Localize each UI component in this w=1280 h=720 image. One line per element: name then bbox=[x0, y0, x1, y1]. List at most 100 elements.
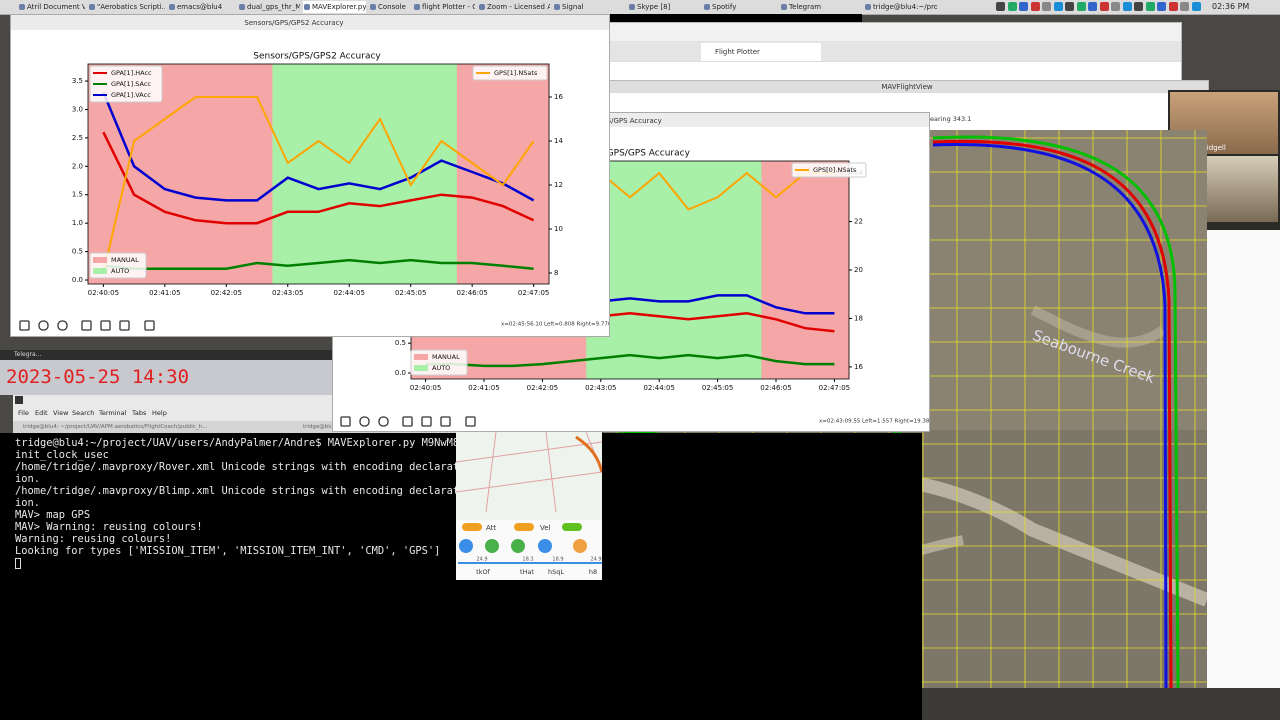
widget-number: 24.9 bbox=[476, 557, 487, 563]
toggle[interactable] bbox=[514, 523, 534, 531]
mode-band bbox=[732, 161, 762, 379]
terminal-line: tridge@blu4:~/project/UAV/users/AndyPalm… bbox=[15, 437, 472, 449]
tray-icon[interactable] bbox=[1145, 2, 1155, 11]
toolbar-button[interactable] bbox=[38, 320, 49, 331]
taskbar-tab[interactable]: Atril Document Vi... bbox=[18, 1, 85, 13]
x-tick-label: 02:44:05 bbox=[643, 384, 674, 392]
legend-label: MANUAL bbox=[111, 256, 139, 264]
toolbar-button[interactable] bbox=[359, 416, 370, 427]
tab-text: emacs@blu4 bbox=[177, 3, 223, 11]
legend-label: GPA[1].HAcc bbox=[111, 69, 152, 77]
taskbar-tab[interactable]: "Aerobatics Scripti... bbox=[88, 1, 165, 13]
toolbar-button[interactable] bbox=[440, 416, 451, 427]
button[interactable] bbox=[511, 539, 525, 553]
tray-icon[interactable] bbox=[1099, 2, 1109, 11]
toolbar-button[interactable] bbox=[100, 320, 111, 331]
y2-tick-label: 14 bbox=[554, 137, 563, 145]
taskbar-tab[interactable]: MAVExplorer.py bbox=[303, 1, 366, 13]
terminal-tab[interactable]: tridge@blu4: ~/project/UAV/APM.aerobatic… bbox=[23, 424, 208, 430]
tray-icon[interactable] bbox=[1191, 2, 1201, 11]
mode-band bbox=[210, 64, 243, 284]
menu-item[interactable]: Terminal bbox=[99, 409, 127, 417]
tray-icon[interactable] bbox=[1019, 2, 1028, 11]
tray-icon[interactable] bbox=[1065, 2, 1074, 11]
tray-icon[interactable] bbox=[1122, 2, 1132, 11]
button[interactable] bbox=[573, 539, 587, 553]
tray-icon[interactable] bbox=[1053, 2, 1063, 11]
flight-path bbox=[932, 143, 1168, 688]
toggle[interactable] bbox=[562, 523, 582, 531]
taskbar-tab[interactable]: Spotify bbox=[703, 1, 777, 13]
address-bar[interactable] bbox=[606, 61, 1181, 81]
tray-icon[interactable] bbox=[1157, 2, 1166, 11]
x-tick-label: 02:40:05 bbox=[88, 289, 119, 297]
legend-box bbox=[791, 162, 867, 178]
plot-window: Sensors/GPS/GPS2 Accuracy x=02:45:56.10 … bbox=[10, 14, 610, 337]
toolbar-button[interactable] bbox=[119, 320, 130, 331]
widget-number: 18.9 bbox=[552, 557, 563, 563]
toolbar-button[interactable] bbox=[378, 416, 389, 427]
button[interactable] bbox=[538, 539, 552, 553]
tray-icon[interactable] bbox=[1030, 2, 1040, 11]
x-tick-label: 02:42:05 bbox=[211, 289, 242, 297]
legend-swatch bbox=[93, 268, 107, 274]
tray-icon[interactable] bbox=[1042, 2, 1051, 11]
button[interactable] bbox=[459, 539, 473, 553]
taskbar-tab[interactable]: Skype [8] bbox=[628, 1, 700, 13]
tab-text: Spotify bbox=[712, 3, 737, 11]
toggle-label: Att bbox=[486, 524, 496, 532]
tray-icon[interactable] bbox=[1180, 2, 1189, 11]
terminal-line: MAV> Warning: reusing colours! bbox=[15, 521, 203, 533]
telegram-window: Telegra... 2023-05-25 14:30 bbox=[0, 350, 332, 395]
toolbar-button[interactable] bbox=[340, 416, 351, 427]
button[interactable] bbox=[485, 539, 499, 553]
menu-item[interactable]: Tabs bbox=[132, 409, 147, 417]
taskbar-tab[interactable]: Telegram bbox=[780, 1, 861, 13]
tab-icon bbox=[370, 4, 376, 10]
series-line bbox=[425, 353, 835, 368]
toolbar-button[interactable] bbox=[465, 416, 476, 427]
mode-band bbox=[426, 64, 458, 284]
mode-band bbox=[761, 161, 792, 379]
tab-icon bbox=[414, 4, 420, 10]
menu-item[interactable]: Search bbox=[72, 409, 95, 417]
tray-icon[interactable] bbox=[996, 2, 1005, 11]
toolbar-button[interactable] bbox=[144, 320, 155, 331]
tray-icon[interactable] bbox=[1111, 2, 1120, 11]
toolbar-button[interactable] bbox=[421, 416, 432, 427]
tab-icon bbox=[704, 4, 710, 10]
menu-item[interactable]: View bbox=[53, 409, 69, 417]
window-title: Telegra... bbox=[0, 350, 332, 360]
toggle[interactable] bbox=[462, 523, 482, 531]
taskbar-tab[interactable]: Zoom - Licensed Acc... bbox=[478, 1, 550, 13]
menu-item[interactable]: Edit bbox=[35, 409, 48, 417]
toolbar-button[interactable] bbox=[57, 320, 68, 331]
taskbar-tab[interactable]: Signal bbox=[553, 1, 625, 13]
taskbar-tab[interactable]: tridge@blu4:~/pro... bbox=[864, 1, 937, 13]
taskbar-tab[interactable]: flight Plotter - Googl... bbox=[413, 1, 475, 13]
legend-label: GPS[0].NSats bbox=[813, 166, 857, 174]
taskbar-tab[interactable]: Console bbox=[369, 1, 410, 13]
terminal-tab[interactable]: tridge@blu... bbox=[303, 424, 339, 430]
y-tick-label: 1.0 bbox=[72, 219, 83, 227]
tray-icon[interactable] bbox=[1134, 2, 1143, 11]
tray-icon[interactable] bbox=[1088, 2, 1097, 11]
tray-icon[interactable] bbox=[1007, 2, 1017, 11]
tray-icon[interactable] bbox=[1076, 2, 1086, 11]
tab-icon bbox=[19, 4, 25, 10]
tray-icon[interactable] bbox=[1168, 2, 1178, 11]
menu-item[interactable]: Help bbox=[152, 409, 167, 417]
toolbar-button[interactable] bbox=[81, 320, 92, 331]
browser-tab[interactable]: Flight Plotter bbox=[701, 43, 821, 61]
window-title: MAVFlightView bbox=[606, 81, 1208, 93]
toolbar-button[interactable] bbox=[402, 416, 413, 427]
mode-band bbox=[518, 64, 550, 284]
taskbar-tab[interactable]: emacs@blu4 bbox=[168, 1, 235, 13]
taskbar-tab[interactable]: dual_gps_thr_May... bbox=[238, 1, 300, 13]
menu-item[interactable]: File bbox=[18, 409, 29, 417]
toolbar-button[interactable] bbox=[19, 320, 30, 331]
mode-band bbox=[615, 161, 646, 379]
mode-band bbox=[333, 64, 366, 284]
y-tick-label: 2.5 bbox=[72, 134, 83, 142]
